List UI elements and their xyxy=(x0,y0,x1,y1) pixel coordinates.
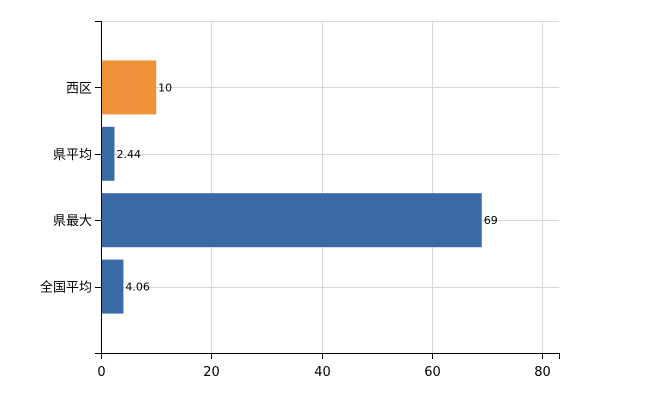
x-tick-label: 80 xyxy=(534,365,551,380)
x-tick-label: 20 xyxy=(203,365,220,380)
bar xyxy=(101,126,115,181)
data-label: 2.44 xyxy=(116,148,141,161)
x-tick-label: 0 xyxy=(97,365,105,380)
data-label: 10 xyxy=(158,81,172,94)
labels: 10 西区 2.44 県平均 69 県最大 4.06 全国平均 0 20 40 60 80 xyxy=(40,81,551,380)
x-tick-label: 60 xyxy=(424,365,441,380)
data-label: 4.06 xyxy=(125,281,150,294)
bar xyxy=(101,259,124,314)
axes xyxy=(95,21,560,359)
bar xyxy=(101,60,157,115)
bar xyxy=(101,193,482,248)
bars xyxy=(101,60,482,314)
y-tick-label: 県最大 xyxy=(53,214,92,229)
y-tick-label: 県平均 xyxy=(53,148,92,163)
y-tick-label: 全国平均 xyxy=(40,280,92,296)
grid xyxy=(101,21,559,353)
y-tick-label: 西区 xyxy=(66,81,92,96)
data-label: 69 xyxy=(484,214,498,227)
x-tick-label: 40 xyxy=(314,365,331,380)
